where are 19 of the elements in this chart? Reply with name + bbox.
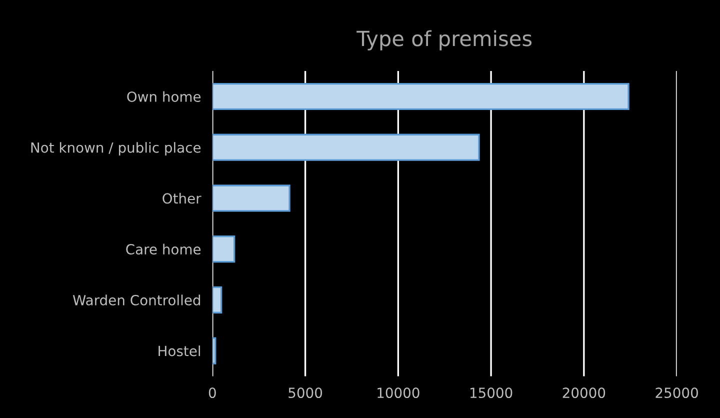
x-tick-label: 15000: [470, 388, 512, 398]
x-tick-label: 5000: [288, 388, 322, 398]
y-tick-label: Other: [162, 192, 202, 204]
bar: [212, 134, 480, 161]
y-tick-label: Hostel: [158, 345, 200, 356]
x-tick-label: 10000: [378, 388, 420, 398]
y-tick-label: Not known / public place: [31, 142, 201, 156]
bar: [212, 236, 236, 263]
bar: [212, 337, 216, 364]
bar: [212, 184, 290, 212]
y-tick-label: Care home: [126, 244, 201, 255]
y-tick-label: Own home: [127, 91, 201, 102]
y-tick-label: Warden Controlled: [72, 294, 200, 306]
x-tick-label: 25000: [656, 388, 698, 398]
bar: [212, 82, 630, 110]
x-tick-label: 20000: [562, 388, 606, 398]
bar: [212, 286, 222, 314]
chart-title: Type of premises: [356, 30, 532, 50]
x-tick-label: 0: [208, 388, 216, 398]
